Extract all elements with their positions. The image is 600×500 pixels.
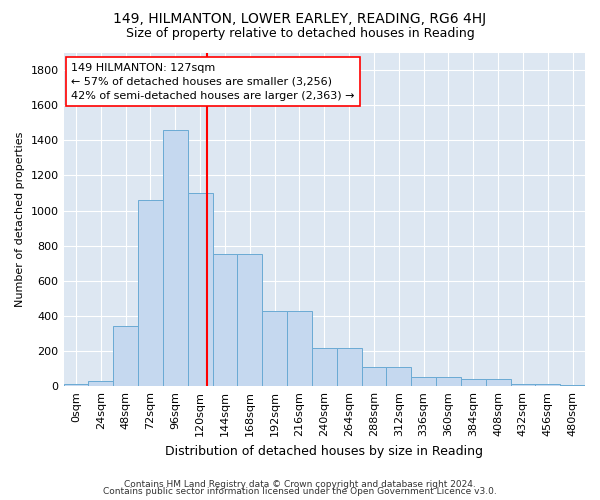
Text: Size of property relative to detached houses in Reading: Size of property relative to detached ho… <box>125 28 475 40</box>
Bar <box>262 310 287 386</box>
Text: Contains public sector information licensed under the Open Government Licence v3: Contains public sector information licen… <box>103 488 497 496</box>
Bar <box>163 130 188 386</box>
Bar <box>461 379 485 386</box>
Bar <box>511 384 535 386</box>
Bar <box>287 310 312 386</box>
Bar <box>362 367 386 386</box>
Bar <box>212 254 238 386</box>
Bar <box>436 376 461 386</box>
Bar <box>188 193 212 386</box>
Bar <box>64 384 88 386</box>
Bar <box>113 326 138 386</box>
Bar <box>138 200 163 386</box>
Text: 149 HILMANTON: 127sqm
← 57% of detached houses are smaller (3,256)
42% of semi-d: 149 HILMANTON: 127sqm ← 57% of detached … <box>71 62 355 100</box>
Bar <box>337 348 362 386</box>
Bar <box>411 376 436 386</box>
Bar <box>386 367 411 386</box>
Bar <box>485 379 511 386</box>
Bar <box>312 348 337 386</box>
Bar <box>238 254 262 386</box>
X-axis label: Distribution of detached houses by size in Reading: Distribution of detached houses by size … <box>165 444 483 458</box>
Text: 149, HILMANTON, LOWER EARLEY, READING, RG6 4HJ: 149, HILMANTON, LOWER EARLEY, READING, R… <box>113 12 487 26</box>
Bar <box>88 381 113 386</box>
Y-axis label: Number of detached properties: Number of detached properties <box>15 132 25 307</box>
Text: Contains HM Land Registry data © Crown copyright and database right 2024.: Contains HM Land Registry data © Crown c… <box>124 480 476 489</box>
Bar <box>535 384 560 386</box>
